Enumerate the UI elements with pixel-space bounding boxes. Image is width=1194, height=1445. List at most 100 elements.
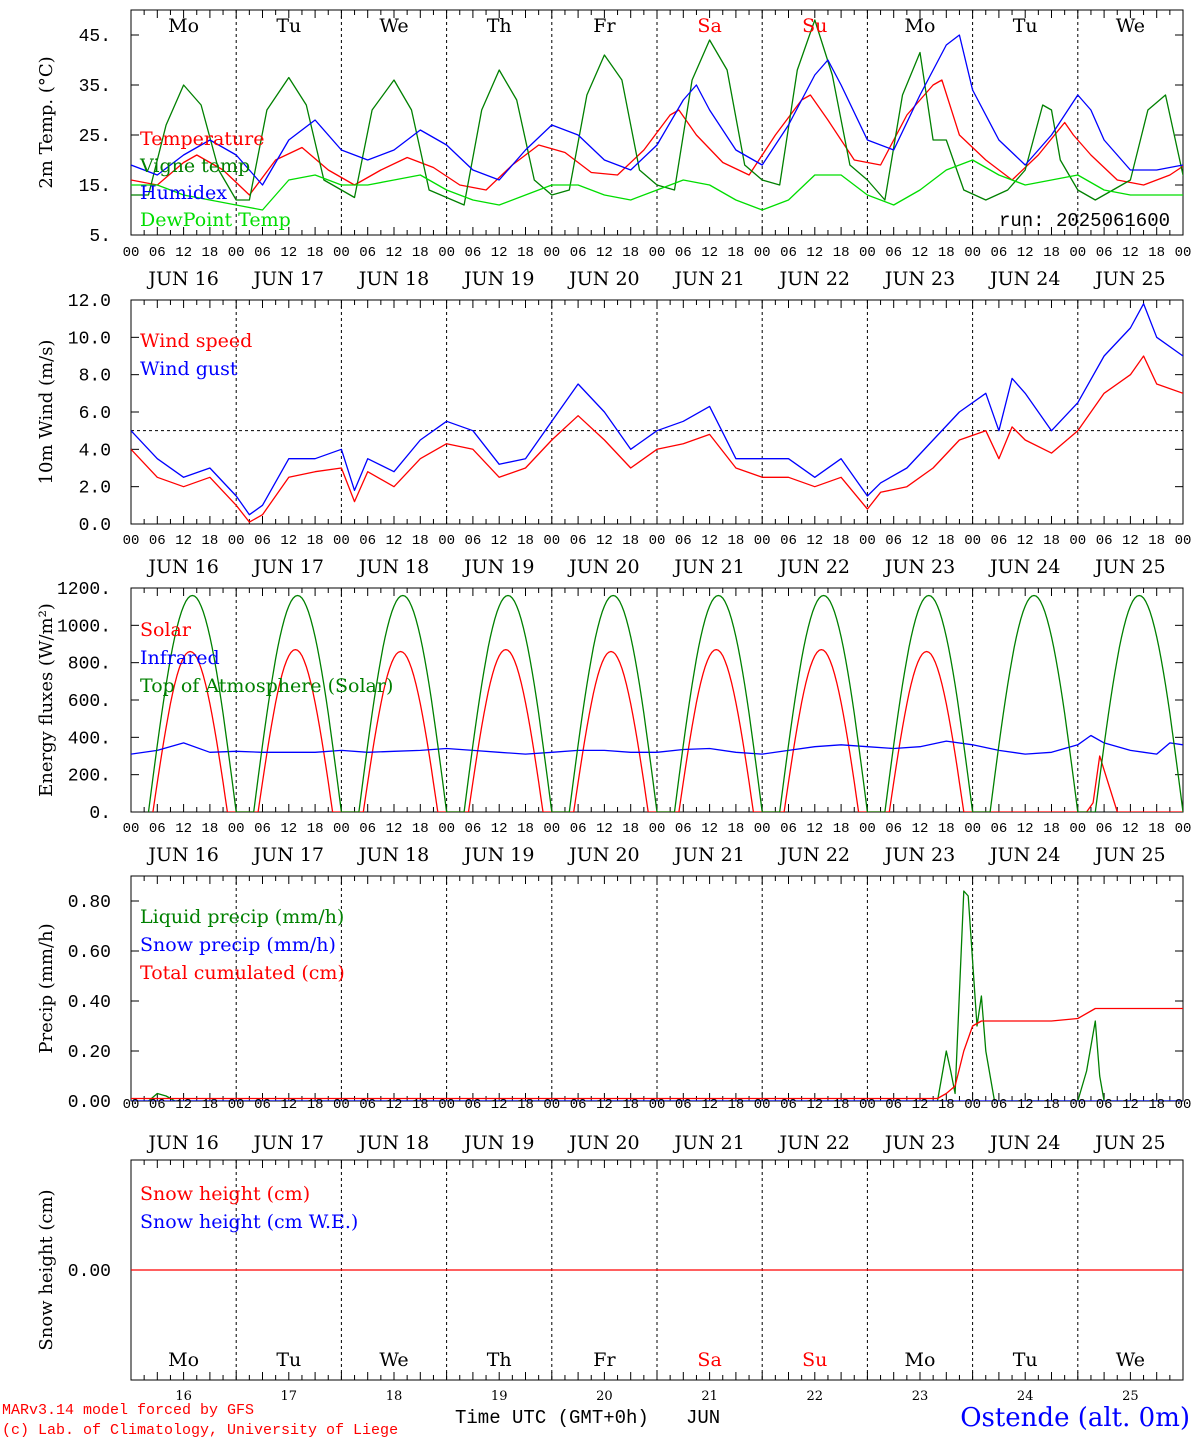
hour-tick-label: 00	[543, 821, 560, 837]
hour-tick-label: 06	[464, 821, 481, 837]
hour-tick-label: 06	[675, 533, 692, 549]
hour-tick-label: 12	[386, 533, 403, 549]
day-number-label: 20	[596, 1389, 613, 1404]
hour-tick-label: 18	[307, 821, 324, 837]
hour-tick-label: 12	[912, 821, 929, 837]
series-line-humidex	[131, 34, 1183, 186]
y-tick-label: 1000.	[57, 617, 111, 637]
hour-tick-label: 12	[386, 821, 403, 837]
hour-tick-label: 00	[754, 821, 771, 837]
weekday-label: Fr	[593, 1349, 616, 1371]
hour-tick-label: 18	[1148, 1097, 1165, 1113]
hour-tick-label: 00	[123, 1097, 140, 1113]
date-label: JUN 23	[883, 844, 955, 866]
hour-tick-label: 00	[438, 245, 455, 261]
hour-tick-label: 06	[675, 1097, 692, 1113]
hour-tick-label: 00	[1069, 533, 1086, 549]
hour-tick-label: 06	[359, 821, 376, 837]
hour-tick-label: 06	[780, 245, 797, 261]
hour-tick-label: 18	[622, 245, 639, 261]
hour-tick-label: 12	[280, 533, 297, 549]
hour-tick-label: 00	[754, 533, 771, 549]
date-label: JUN 24	[988, 844, 1060, 866]
hour-tick-label: 00	[123, 533, 140, 549]
hour-tick-label: 12	[701, 245, 718, 261]
hour-tick-label: 06	[780, 533, 797, 549]
y-axis-label: Energy fluxes (W/m²)	[36, 603, 57, 797]
date-label: JUN 19	[462, 844, 534, 866]
date-label: JUN 19	[462, 556, 534, 578]
hour-tick-label: 06	[1096, 245, 1113, 261]
hour-tick-label: 00	[649, 533, 666, 549]
hour-tick-label: 18	[307, 533, 324, 549]
series-line-toa	[147, 594, 1183, 812]
hour-tick-label: 00	[1175, 1097, 1192, 1113]
legend-temperature: Temperature	[140, 128, 264, 150]
hour-tick-label: 18	[938, 1097, 955, 1113]
legend-wind_gust: Wind gust	[140, 358, 238, 380]
date-label: JUN 18	[357, 844, 429, 866]
hour-tick-label: 12	[596, 1097, 613, 1113]
y-tick-label: 0.00	[68, 1093, 111, 1113]
hour-tick-label: 18	[1148, 821, 1165, 837]
hour-tick-label: 18	[833, 245, 850, 261]
date-label: JUN 18	[357, 268, 429, 290]
hour-tick-label: 18	[201, 821, 218, 837]
date-label: JUN 22	[778, 268, 850, 290]
series-line-solar	[152, 648, 1183, 812]
date-label: JUN 21	[672, 556, 744, 578]
hour-tick-label: 18	[412, 245, 429, 261]
weekday-label: We	[379, 15, 408, 37]
hour-tick-label: 06	[1096, 821, 1113, 837]
date-label: JUN 21	[672, 1132, 744, 1154]
y-tick-label: 2.0	[79, 479, 111, 499]
y-tick-label: 0.	[89, 804, 111, 824]
y-tick-label: 0.00	[68, 1262, 111, 1282]
hour-tick-label: 12	[491, 1097, 508, 1113]
hour-tick-label: 18	[1148, 533, 1165, 549]
hour-tick-label: 00	[649, 245, 666, 261]
y-tick-label: 12.0	[68, 292, 111, 312]
hour-tick-label: 18	[1043, 1097, 1060, 1113]
y-tick-label: 10.0	[68, 329, 111, 349]
hour-tick-label: 12	[175, 1097, 192, 1113]
weekday-label: Tu	[1013, 1349, 1038, 1371]
date-label: JUN 17	[252, 556, 324, 578]
y-tick-label: 4.0	[79, 441, 111, 461]
date-label: JUN 17	[252, 844, 324, 866]
date-label: JUN 25	[1093, 1132, 1165, 1154]
series-group	[131, 890, 1183, 1101]
weekday-label: Mo	[168, 1349, 199, 1371]
weekday-label: Su	[802, 1349, 827, 1371]
hour-tick-label: 12	[1017, 1097, 1034, 1113]
panel-4: 0.00 0.20 0.40 0.60 0.80 Precip (mm/h) Liquid …	[36, 875, 1192, 1154]
weekday-label: Mo	[905, 15, 936, 37]
hour-tick-label: 12	[491, 821, 508, 837]
hour-tick-label: 12	[912, 1097, 929, 1113]
hour-tick-label: 06	[149, 1097, 166, 1113]
hour-tick-label: 06	[254, 821, 271, 837]
y-tick-label: 0.0	[79, 516, 111, 536]
hour-tick-label: 18	[622, 1097, 639, 1113]
date-label: JUN 17	[252, 1132, 324, 1154]
hour-tick-label: 18	[412, 821, 429, 837]
hour-tick-label: 06	[990, 821, 1007, 837]
legend-liquid: Liquid precip (mm/h)	[140, 906, 344, 928]
hour-tick-label: 12	[596, 245, 613, 261]
day-number-label: 19	[491, 1389, 508, 1404]
hour-tick-label: 00	[123, 821, 140, 837]
legend-snow_height: Snow height (cm)	[140, 1183, 310, 1205]
series-line-wind_speed	[131, 355, 1183, 523]
hour-tick-label: 18	[201, 533, 218, 549]
hour-tick-label: 06	[149, 821, 166, 837]
date-label: JUN 16	[146, 1132, 218, 1154]
y-tick-label: 5.	[89, 227, 111, 247]
day-number-label: 16	[175, 1389, 192, 1404]
date-label: JUN 16	[146, 844, 218, 866]
hour-tick-label: 12	[491, 533, 508, 549]
hour-tick-label: 12	[912, 245, 929, 261]
y-tick-label: 25.	[79, 127, 111, 147]
hour-tick-label: 06	[359, 245, 376, 261]
hour-tick-label: 00	[228, 1097, 245, 1113]
weekday-label: Tu	[276, 15, 301, 37]
